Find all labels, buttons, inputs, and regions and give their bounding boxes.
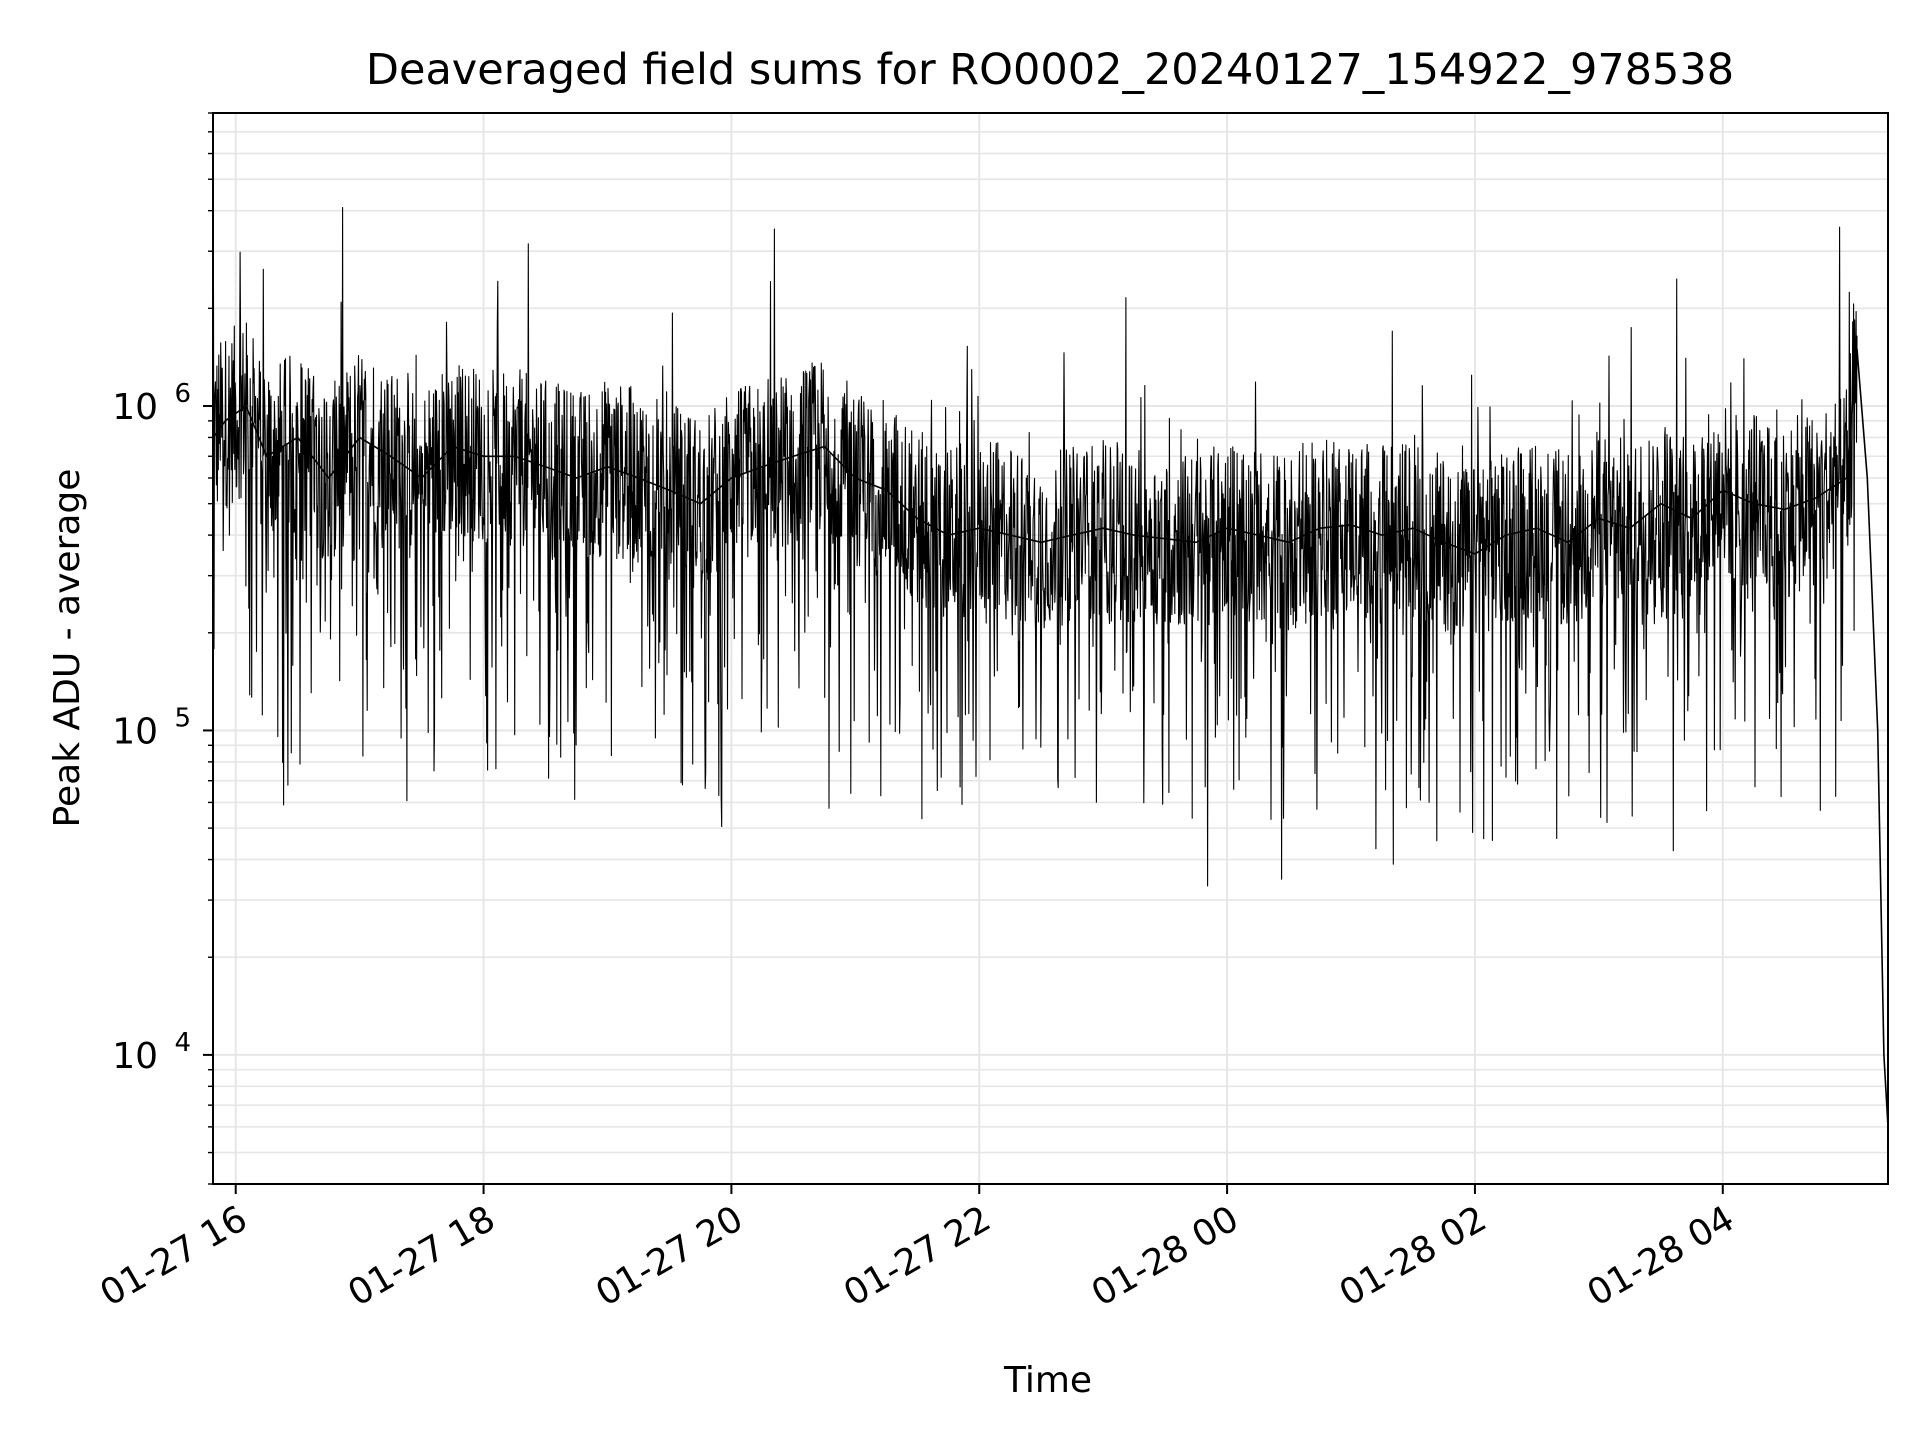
y-tick-label: 10 — [112, 711, 158, 752]
y-tick-exponent: 4 — [174, 1028, 191, 1058]
series-line-detail — [212, 206, 1858, 887]
y-tick-label: 10 — [112, 387, 158, 428]
y-tick-exponent: 5 — [174, 703, 191, 733]
x-axis-label: Time — [1003, 1360, 1092, 1401]
y-axis-label: Peak ADU - average — [47, 469, 88, 828]
data-layer — [212, 206, 1889, 1127]
y-tick-exponent: 6 — [174, 379, 191, 409]
y-tick-label: 10 — [112, 1036, 158, 1077]
plot-frame — [212, 112, 1889, 1185]
chart-title: Deaveraged field sums for RO0002_2024012… — [366, 45, 1734, 95]
series-line — [212, 348, 1889, 1127]
